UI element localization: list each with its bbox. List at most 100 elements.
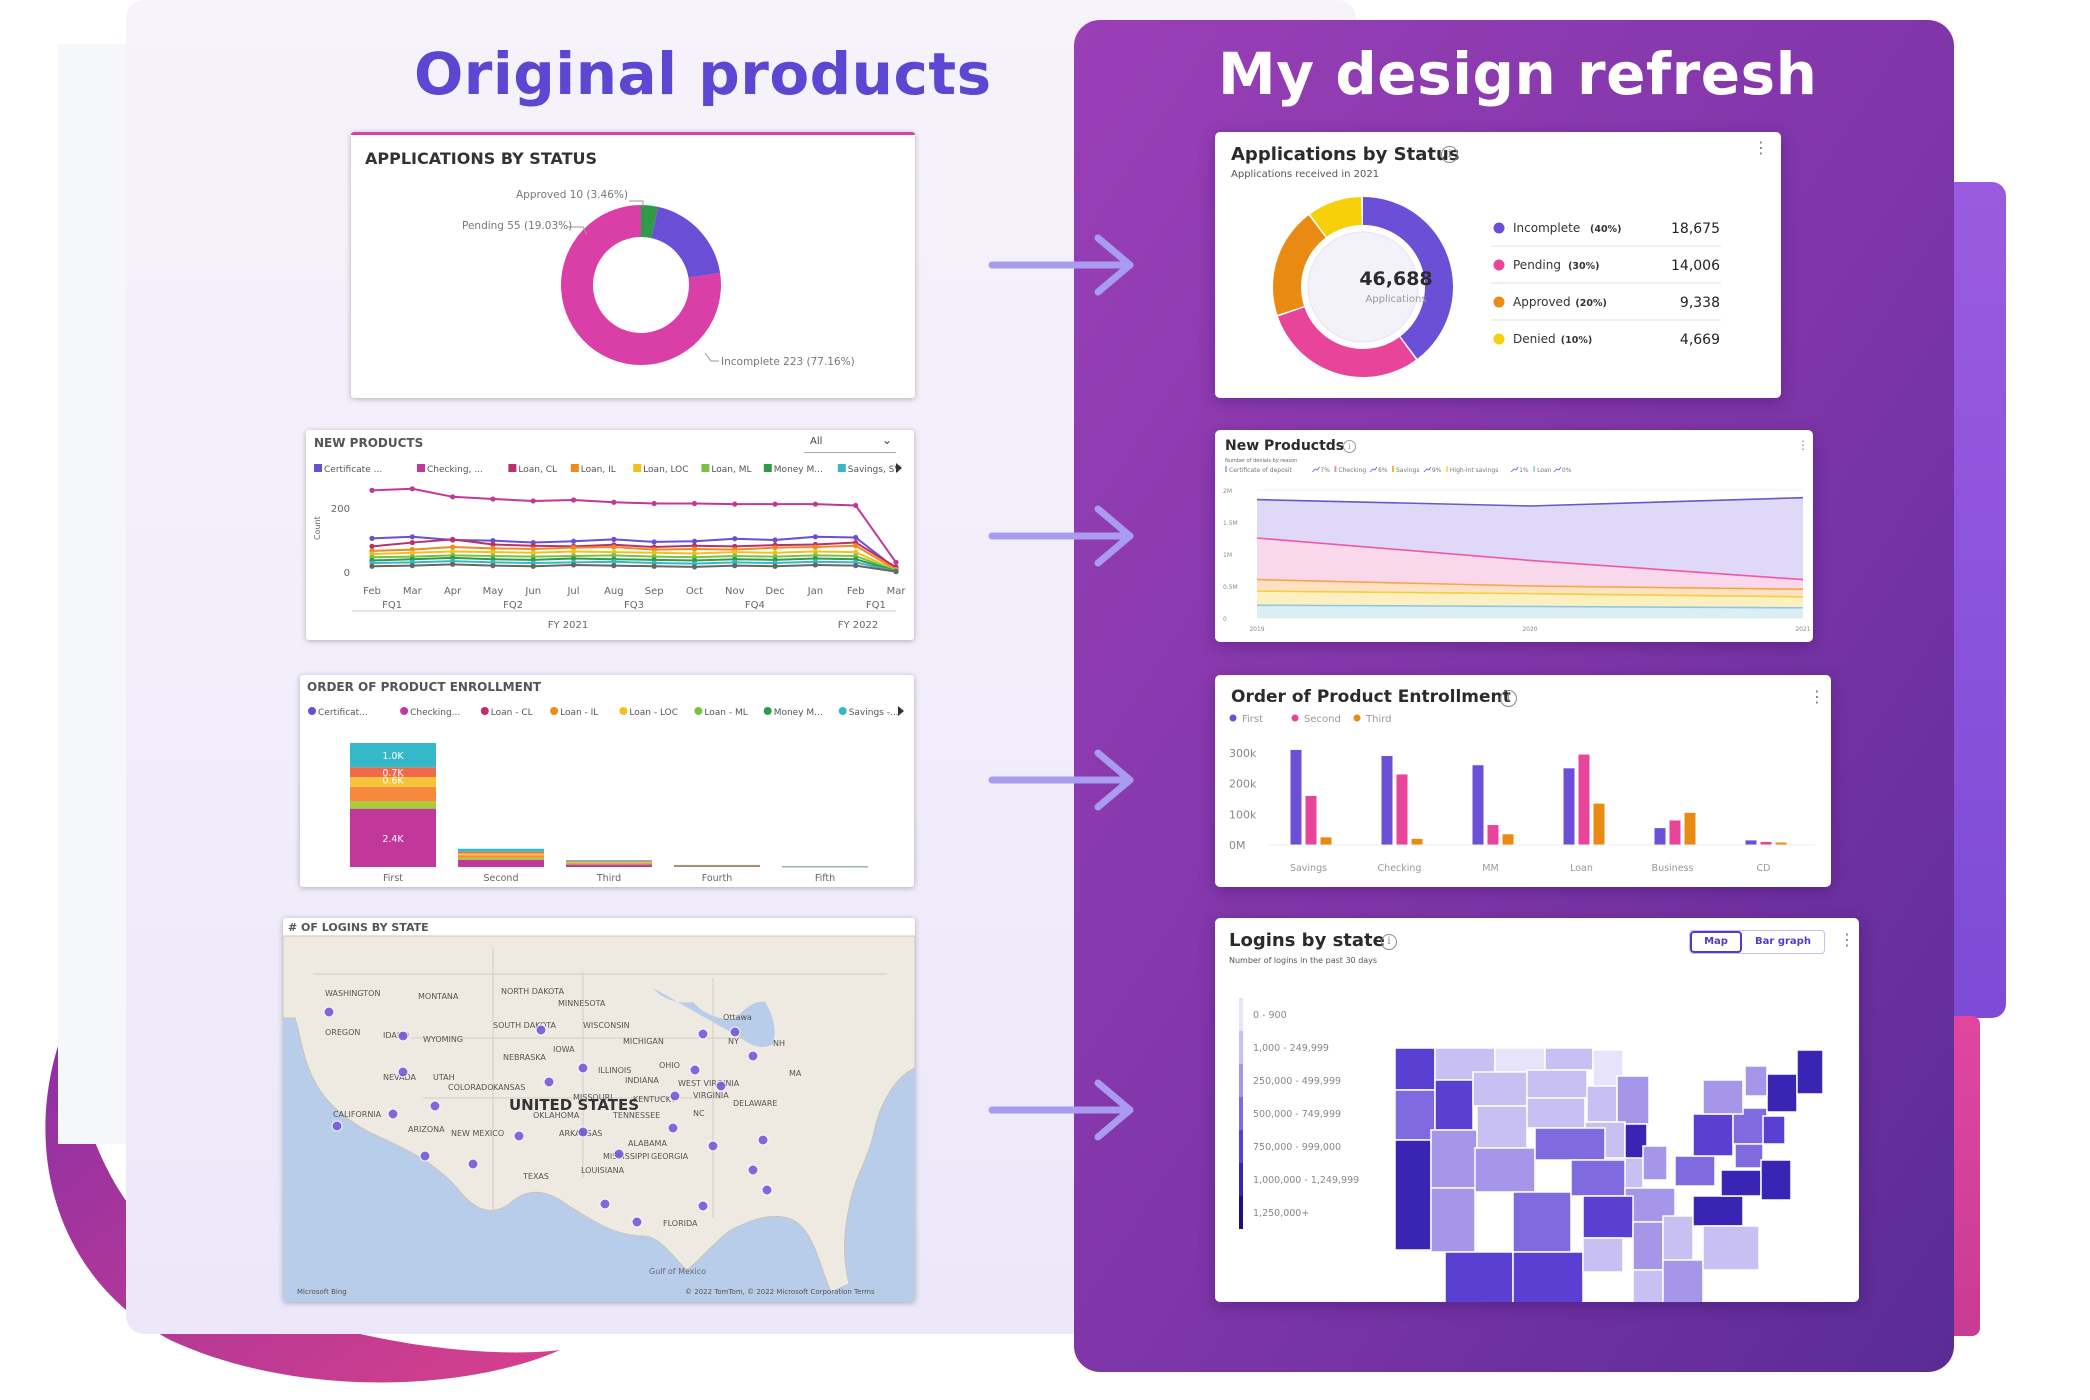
card-title: APPLICATIONS BY STATUS: [365, 149, 598, 168]
series-line: [371, 544, 897, 571]
state-shape: [1512, 1251, 1584, 1302]
state-label: Ottawa: [723, 1013, 752, 1022]
legend-label: Loan, IL: [581, 465, 616, 475]
legend-label: 1,250,000+: [1253, 1208, 1309, 1219]
state-shape: [1582, 1195, 1634, 1239]
line-chart: Certificate ... Checking, ... Loan, CL Loan…: [313, 463, 906, 631]
donut-slice-approved: [641, 205, 659, 239]
area-fill: [1257, 605, 1803, 618]
legend-next-icon: [896, 463, 902, 473]
donut-slice-pending: [1277, 307, 1416, 377]
data-point: [490, 541, 496, 548]
legend-label: Savings, SV: [848, 465, 902, 475]
legend-dot: [1493, 259, 1505, 271]
data-point: [853, 534, 859, 541]
y-tick: 300k: [1229, 747, 1257, 760]
login-marker: [747, 1050, 759, 1062]
state-label: CALIFORNIA: [333, 1110, 382, 1119]
bar-third: [1593, 803, 1605, 845]
state-shape: [1444, 1251, 1514, 1302]
legend-label: 250,000 - 499,999: [1253, 1076, 1341, 1087]
state-shape: [1430, 1129, 1478, 1189]
card-title: Order of Product Entrollment: [1231, 687, 1511, 707]
legend-percent: 9%: [1432, 467, 1442, 474]
legend-label: 0 - 900: [1253, 1010, 1287, 1021]
legend-swatch: [1239, 998, 1243, 1031]
view-toggle: Map Bar graph: [1689, 930, 1825, 954]
state-shape: [1720, 1169, 1762, 1197]
great-lakes: [653, 988, 775, 1047]
data-point: [409, 550, 415, 556]
donut-chart: Approved 10 (3.46%) Pending 55 (19.03%) In…: [462, 189, 855, 368]
x-tick: May: [483, 586, 504, 597]
info-icon[interactable]: i: [1500, 690, 1517, 707]
segment-label: 2.4K: [382, 834, 404, 845]
info-icon[interactable]: i: [1441, 146, 1458, 163]
state-label: MA: [789, 1069, 802, 1078]
filter-dropdown[interactable]: All ⌄: [804, 433, 896, 453]
x-tick: Dec: [765, 586, 784, 597]
state-shape: [1766, 1073, 1798, 1113]
x-tick: Business: [1652, 863, 1694, 874]
legend-dot: [1493, 222, 1505, 234]
donut-slice-pending: [651, 206, 721, 278]
data-point: [772, 501, 778, 507]
legend-swatch: [508, 464, 517, 472]
x-tick: Aug: [604, 586, 624, 597]
data-point: [409, 486, 415, 492]
info-icon[interactable]: i: [1381, 934, 1397, 950]
data-point: [691, 564, 698, 570]
bar-segment: [566, 862, 652, 864]
donut-chart: Incomplete (40%) 18,675 Pending (30%) 14,006 A…: [1273, 197, 1721, 377]
more-options-icon[interactable]: ⋮: [1797, 438, 1809, 452]
map-toggle-button[interactable]: Map: [1690, 931, 1742, 953]
data-point: [611, 544, 617, 550]
legend-label: 500,000 - 749,999: [1253, 1109, 1341, 1120]
state-shape: [1544, 1047, 1594, 1071]
legend-swatch: [570, 464, 579, 472]
choropleth-map: 0 - 900 1,000 - 249,999 250,000 - 499,999 5…: [1239, 998, 1824, 1302]
state-shape: [1394, 1139, 1432, 1251]
legend-label: First: [1242, 714, 1263, 725]
legend-swatch: [1239, 1196, 1243, 1229]
y-tick: 100k: [1229, 808, 1257, 821]
legend-label: Loan, LOC: [643, 465, 688, 475]
series-line: [371, 563, 897, 573]
state-shape: [1734, 1143, 1764, 1169]
data-point: [450, 548, 456, 555]
legend-dot: [1353, 714, 1361, 722]
more-options-icon[interactable]: ⋮: [1839, 930, 1855, 949]
new-map-card: Logins by state i Number of logins in th…: [1215, 918, 1859, 1302]
data-point: [450, 536, 456, 542]
data-point: [490, 545, 496, 551]
data-point: [893, 559, 899, 565]
data-point: [812, 534, 818, 540]
state-shape: [1760, 1159, 1792, 1201]
state-label: MONTANA: [418, 992, 459, 1001]
more-options-icon[interactable]: ⋮: [1809, 687, 1825, 706]
data-point: [691, 500, 698, 507]
login-marker: [577, 1062, 589, 1074]
legend-swatch: [633, 464, 642, 472]
login-marker: [761, 1184, 773, 1196]
x-tick: Jan: [807, 586, 823, 597]
quarter-label: FQ3: [624, 600, 644, 611]
login-marker: [697, 1028, 709, 1040]
bar-segment: [350, 808, 436, 867]
bing-map[interactable]: WASHINGTON MONTANA NORTH DAKOTA MINNESOTA OR…: [283, 918, 915, 1302]
slice-label: Pending 55 (19.03%): [462, 220, 572, 232]
legend-percent: 7%: [1320, 467, 1330, 474]
legend-label: Savings: [1396, 467, 1419, 474]
copyright-text: © 2022 TomTom, © 2022 Microsoft Corporat…: [685, 1288, 875, 1296]
state-shape: [1674, 1155, 1716, 1187]
bar-third: [1320, 837, 1332, 845]
info-icon[interactable]: i: [1343, 440, 1356, 453]
bar-segment: [566, 863, 652, 865]
bar-graph-toggle-button[interactable]: Bar graph: [1755, 936, 1811, 947]
state-shape: [1632, 1221, 1664, 1271]
data-point: [732, 536, 738, 542]
x-tick: Second: [484, 873, 519, 884]
data-point: [570, 562, 577, 568]
state-shape: [1692, 1113, 1734, 1157]
refresh-heading: My design refresh: [1218, 40, 1818, 108]
